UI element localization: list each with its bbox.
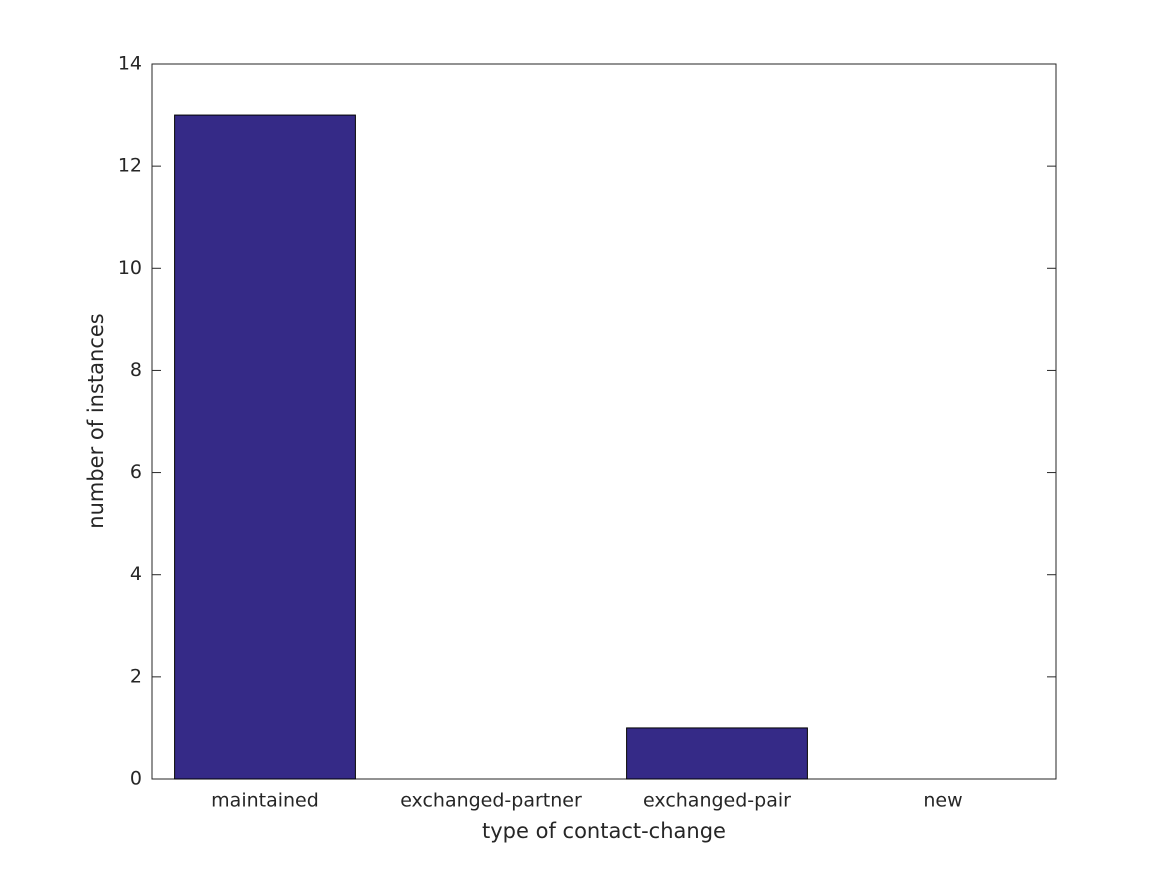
y-tick-label: 8 [130,359,142,381]
y-tick-label: 6 [130,461,142,483]
y-tick-label: 2 [130,665,142,687]
y-tick-label: 10 [118,257,142,279]
y-tick-label: 14 [118,53,142,75]
bar [626,727,808,780]
y-tick-label: 4 [130,563,142,585]
y-tick-label: 0 [130,768,142,790]
bar [174,114,356,780]
y-axis-label: number of instances [84,313,108,528]
x-tick-label: exchanged-partner [400,790,582,812]
x-tick-label: new [923,790,962,812]
x-tick-label: maintained [211,790,319,812]
x-tick-label: exchanged-pair [643,790,791,812]
y-tick-label: 12 [118,155,142,177]
x-axis-label: type of contact-change [482,819,726,843]
